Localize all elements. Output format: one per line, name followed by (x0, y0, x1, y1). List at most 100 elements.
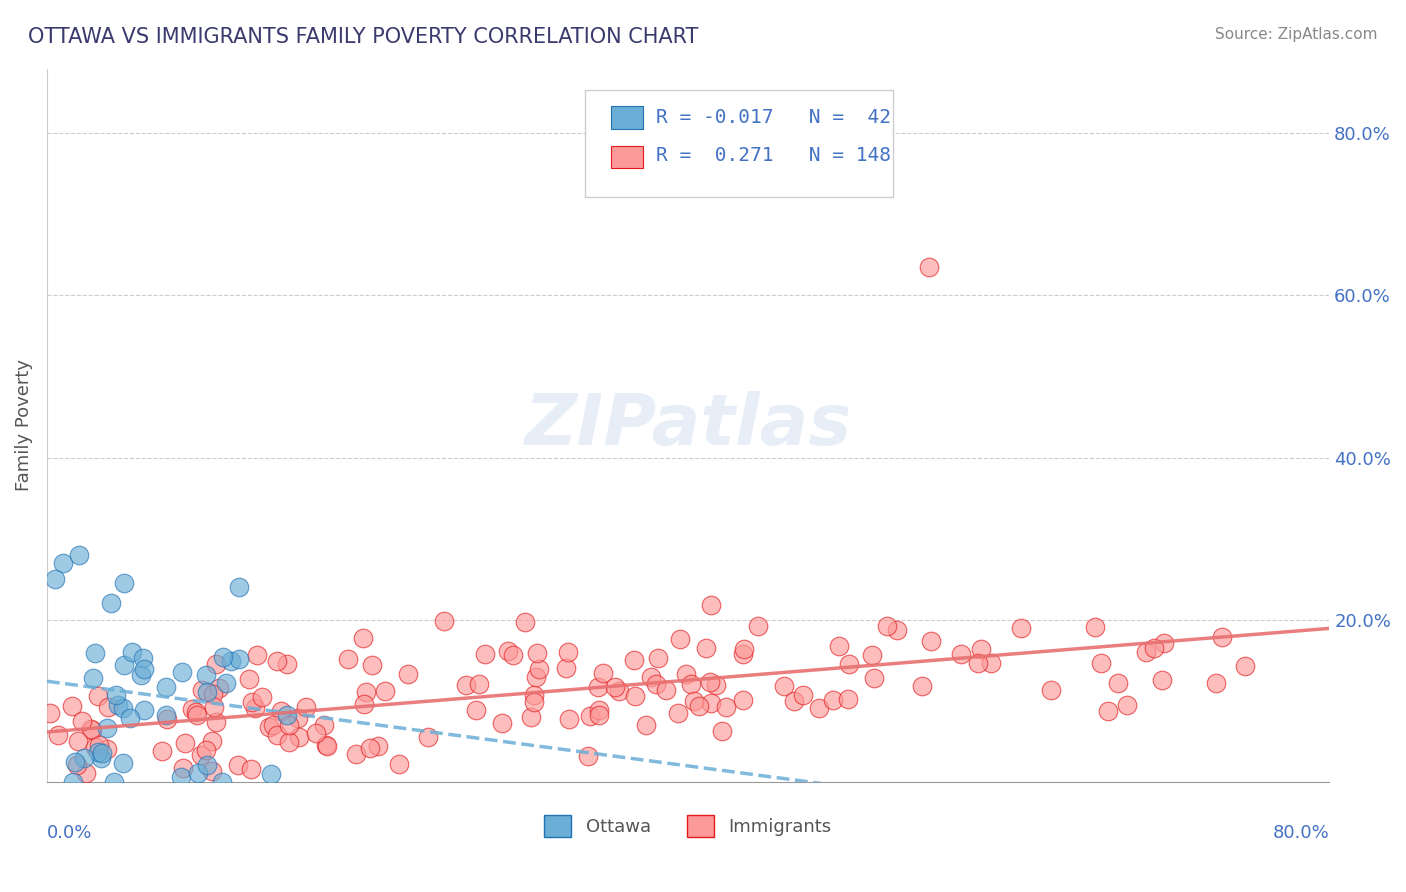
Point (219, 653, 242, 667)
Point (396, 667, 419, 681)
Point (731, 647, 754, 661)
Point (695, 640, 717, 655)
Point (970, 642, 993, 657)
Point (262, 717, 284, 731)
Point (62, 774, 84, 789)
Point (792, 689, 814, 703)
Point (863, 671, 886, 685)
Point (240, 695, 263, 709)
Point (87, 745, 110, 759)
Point (838, 657, 860, 671)
Point (886, 623, 908, 637)
Point (72, 714, 94, 728)
Point (156, 712, 179, 726)
Point (172, 665, 194, 679)
Point (353, 697, 375, 711)
Point (205, 714, 228, 729)
Point (356, 684, 378, 698)
Point (578, 709, 600, 723)
Point (603, 680, 626, 694)
Text: 80.0%: 80.0% (1272, 824, 1329, 842)
Point (337, 652, 360, 666)
Point (1205, 675, 1227, 690)
Point (352, 631, 374, 645)
Point (491, 716, 513, 731)
Point (1040, 683, 1063, 698)
Point (716, 700, 738, 714)
Point (699, 599, 721, 613)
Point (980, 657, 1002, 671)
Point (66, 758, 89, 772)
Point (174, 736, 197, 750)
Point (688, 698, 710, 713)
Point (706, 678, 728, 692)
Point (52, 556, 75, 570)
Point (150, 744, 173, 758)
Point (1090, 657, 1112, 671)
Point (205, 657, 228, 672)
Point (48, 728, 70, 742)
Point (172, 761, 194, 775)
Point (104, 689, 127, 703)
Point (1135, 645, 1157, 659)
Point (132, 702, 155, 716)
Point (681, 677, 703, 691)
Point (828, 640, 851, 654)
Point (876, 618, 898, 632)
Point (270, 705, 292, 719)
Point (202, 699, 225, 714)
Point (107, 698, 129, 713)
Point (683, 694, 706, 708)
Point (246, 648, 269, 662)
Point (344, 747, 367, 762)
Point (592, 665, 614, 680)
Point (699, 674, 721, 689)
Point (315, 738, 337, 752)
Point (1084, 620, 1107, 634)
Point (73, 750, 96, 764)
Point (808, 701, 831, 715)
Point (295, 700, 318, 714)
Point (640, 670, 662, 684)
Point (554, 661, 576, 675)
Point (250, 690, 273, 705)
Point (360, 657, 382, 672)
Point (63, 755, 86, 769)
Point (96, 742, 118, 756)
Point (669, 632, 692, 647)
Point (197, 685, 219, 699)
Point (226, 757, 249, 772)
Point (557, 645, 579, 659)
Point (276, 708, 298, 723)
Text: R = -0.017   N =  42: R = -0.017 N = 42 (657, 108, 891, 127)
Point (195, 743, 218, 757)
Point (39, 706, 62, 720)
Point (181, 702, 204, 716)
Point (416, 730, 439, 744)
Point (647, 650, 669, 665)
Point (733, 693, 755, 707)
Point (121, 645, 143, 659)
Point (634, 718, 657, 732)
Text: OTTAWA VS IMMIGRANTS FAMILY POVERTY CORRELATION CHART: OTTAWA VS IMMIGRANTS FAMILY POVERTY CORR… (28, 27, 699, 46)
Point (190, 748, 212, 763)
Point (1153, 636, 1175, 650)
Point (588, 707, 610, 722)
Point (187, 765, 209, 780)
Point (243, 700, 266, 714)
Y-axis label: Family Poverty: Family Poverty (15, 359, 32, 491)
Point (228, 580, 250, 594)
Point (170, 770, 193, 784)
Point (288, 730, 311, 744)
Point (1233, 658, 1256, 673)
Point (710, 724, 733, 739)
Point (97, 700, 120, 714)
Point (228, 652, 250, 666)
Point (195, 668, 218, 682)
Text: Source: ZipAtlas.com: Source: ZipAtlas.com (1215, 27, 1378, 42)
Point (208, 681, 231, 696)
Point (111, 700, 134, 714)
Point (82, 723, 104, 738)
Point (966, 656, 988, 670)
Point (655, 683, 678, 698)
